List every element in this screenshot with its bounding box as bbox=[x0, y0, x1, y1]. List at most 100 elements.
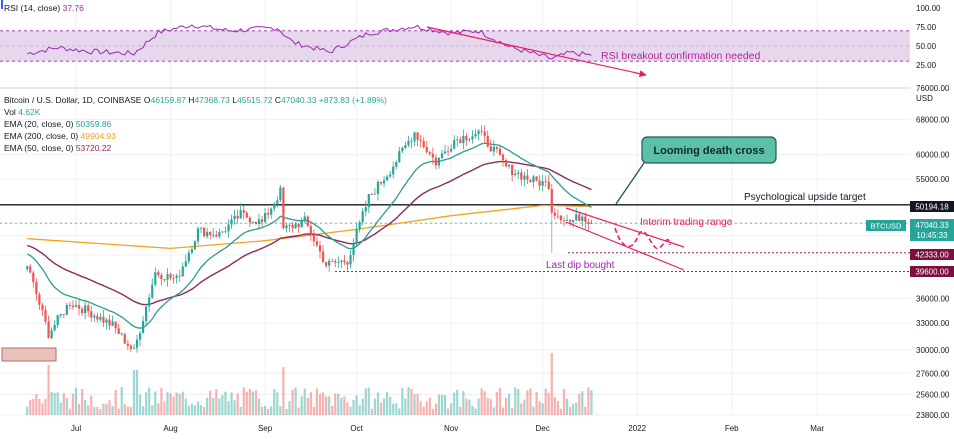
candle bbox=[318, 240, 322, 259]
candle bbox=[361, 207, 364, 225]
volume-bar bbox=[361, 398, 364, 415]
currency-label: USD bbox=[916, 94, 933, 103]
volume-bar bbox=[160, 388, 163, 415]
candle bbox=[398, 146, 401, 164]
volume-bar bbox=[376, 392, 380, 415]
level-low-tag: 39600.00 bbox=[910, 266, 954, 277]
channel-upper-line[interactable] bbox=[565, 207, 685, 248]
candle bbox=[196, 226, 200, 245]
volume-bar bbox=[230, 392, 233, 415]
volume-bar bbox=[257, 398, 261, 415]
volume-bar bbox=[331, 405, 334, 415]
low-value: 45515.72 bbox=[237, 95, 273, 105]
candle bbox=[142, 316, 145, 334]
volume-value: 4.62K bbox=[18, 107, 41, 117]
volume-bar bbox=[300, 396, 303, 415]
volume-bar bbox=[355, 395, 358, 415]
volume-bar bbox=[206, 397, 209, 415]
time-tick: Oct bbox=[350, 424, 363, 433]
candle bbox=[404, 142, 407, 150]
candle bbox=[187, 249, 190, 264]
volume-bar bbox=[395, 403, 398, 415]
candle bbox=[53, 320, 56, 332]
candle bbox=[453, 135, 456, 150]
volume-bar bbox=[562, 389, 566, 415]
candle bbox=[370, 192, 373, 196]
candle bbox=[132, 344, 136, 349]
candle bbox=[270, 207, 273, 220]
volume-bar bbox=[413, 394, 416, 415]
candle bbox=[96, 312, 99, 323]
volume-bar bbox=[251, 391, 254, 415]
candle bbox=[273, 201, 276, 212]
candle bbox=[523, 171, 526, 187]
time-tick: Dec bbox=[536, 424, 550, 433]
time-tick: 2022 bbox=[628, 424, 646, 433]
candle bbox=[81, 306, 84, 316]
candle bbox=[218, 228, 221, 239]
price-tick: 23800.00 bbox=[916, 411, 950, 420]
candle bbox=[526, 168, 529, 184]
volume-bar bbox=[233, 400, 236, 415]
volume-bar bbox=[450, 403, 453, 415]
price-tick: 68000.00 bbox=[916, 115, 950, 124]
candle bbox=[334, 258, 337, 268]
candle bbox=[419, 134, 422, 148]
volume-bar bbox=[148, 387, 151, 415]
candle bbox=[38, 291, 41, 311]
volume-bar bbox=[569, 406, 572, 415]
candle bbox=[300, 217, 303, 228]
volume-bar bbox=[462, 390, 465, 415]
volume-bar bbox=[498, 387, 502, 415]
volume-bar bbox=[108, 400, 111, 415]
candle bbox=[501, 153, 505, 167]
rsi-trendline[interactable] bbox=[426, 26, 647, 78]
volume-bar bbox=[285, 408, 288, 415]
volume-bar bbox=[474, 408, 477, 415]
candle bbox=[260, 215, 264, 227]
volume-bar bbox=[459, 406, 462, 415]
svg-text:50194.18: 50194.18 bbox=[915, 203, 949, 212]
candle bbox=[193, 240, 197, 251]
change-value: +873.83 (+1.89%) bbox=[318, 95, 387, 105]
volume-bar bbox=[65, 398, 68, 415]
candle bbox=[26, 265, 29, 272]
candle bbox=[386, 174, 389, 181]
candle bbox=[294, 222, 297, 230]
volume-bar bbox=[135, 370, 139, 415]
volume-bar bbox=[373, 398, 376, 415]
candle bbox=[434, 154, 437, 170]
volume-bar bbox=[62, 393, 65, 415]
candle bbox=[389, 171, 392, 179]
volume-bar bbox=[471, 405, 474, 415]
candle bbox=[364, 200, 367, 217]
candle bbox=[358, 220, 361, 233]
volume-bar bbox=[508, 393, 511, 415]
time-tick: Jul bbox=[71, 424, 81, 433]
volume-bar bbox=[129, 406, 132, 415]
upside-target-label: Psychological upside target bbox=[744, 192, 866, 203]
volume-bar bbox=[346, 402, 349, 415]
candle bbox=[126, 339, 129, 351]
volume-bar bbox=[386, 392, 389, 415]
volume-bar bbox=[343, 396, 346, 415]
death-cross-label: Looming death cross bbox=[653, 145, 764, 157]
candle bbox=[547, 174, 550, 190]
candle bbox=[242, 205, 245, 220]
volume-bar bbox=[102, 403, 105, 415]
candle bbox=[99, 313, 102, 322]
candle bbox=[157, 269, 160, 278]
volume-bar bbox=[90, 396, 93, 415]
volume-bar bbox=[157, 403, 160, 415]
candle bbox=[203, 227, 206, 238]
candle bbox=[340, 259, 343, 269]
volume-bar bbox=[203, 406, 206, 415]
rsi-tick: 100.00 bbox=[916, 4, 941, 13]
candle bbox=[44, 305, 47, 325]
price-tick: 25600.00 bbox=[916, 390, 950, 399]
candle bbox=[230, 214, 233, 229]
candle bbox=[450, 144, 453, 153]
volume-bar bbox=[71, 393, 75, 415]
volume-bar bbox=[321, 392, 325, 415]
